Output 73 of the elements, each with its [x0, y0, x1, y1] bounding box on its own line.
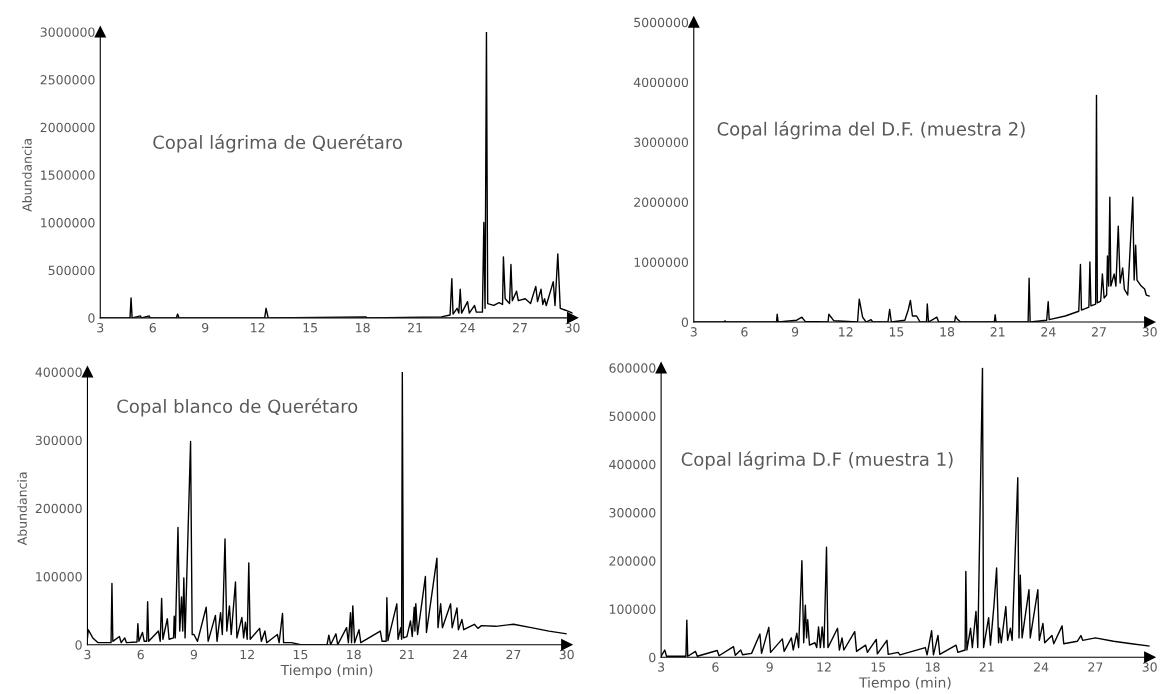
x-tick-label: 24 [453, 649, 468, 660]
y-tick-label: 0 [75, 640, 82, 650]
y-tick-label: 0 [681, 317, 689, 327]
x-tick-label: 21 [408, 322, 422, 333]
y-tick-label: 400000 [609, 459, 656, 470]
x-tick-label: 9 [766, 662, 773, 672]
y-tick-label: 200000 [35, 503, 82, 514]
x-tick-label: 3 [97, 322, 104, 333]
x-tick-label: 15 [303, 323, 318, 333]
x-tick-label: 12 [839, 327, 853, 337]
x-tick-label: 9 [791, 327, 799, 337]
y-tick-label: 1000000 [41, 218, 95, 228]
x-tick-label: 15 [293, 649, 308, 660]
y-tick-label: 300000 [609, 507, 656, 518]
y-tick-label: 1500000 [41, 170, 95, 180]
y-tick-label: 3000000 [40, 27, 95, 37]
y-axis-title: Abundancia [17, 472, 27, 546]
text: Copal lágrima de Querétaro [153, 134, 402, 153]
x-tick-label: 3 [658, 662, 665, 672]
x-tick-label: 15 [871, 662, 886, 672]
y-tick-label: 2500000 [40, 75, 95, 85]
x-tick-label: 12 [817, 662, 831, 672]
x-tick-label: 24 [460, 322, 475, 333]
x-tick-label: 30 [559, 649, 574, 660]
text: Copal lágrima D.F (muestra 1) [681, 451, 953, 470]
y-tick-label: 2000000 [40, 122, 95, 133]
y-tick-label: 500000 [609, 411, 656, 421]
x-tick-label: 12 [251, 322, 265, 333]
x-tick-label: 9 [202, 322, 209, 333]
x-tick-label: 24 [1034, 662, 1049, 672]
x-tick-label: 18 [347, 649, 361, 660]
x-tick-label: 3 [690, 327, 697, 337]
x-tick-label: 24 [1041, 327, 1056, 337]
y-tick-label: 100000 [36, 572, 82, 582]
x-tick-label: 27 [513, 322, 527, 333]
x-tick-label: 30 [1142, 327, 1157, 337]
y-tick-label: 4000000 [633, 77, 689, 88]
x-axis-title: Tiempo (min) [858, 676, 951, 691]
x-tick-label: 6 [712, 662, 719, 672]
y-tick-label: 0 [649, 652, 656, 663]
x-tick-label: 12 [240, 649, 254, 660]
x-tick-label: 27 [1091, 327, 1106, 337]
x-tick-label: 15 [889, 327, 904, 337]
y-tick-label: 400000 [35, 367, 82, 377]
x-tick-label: 18 [356, 322, 370, 333]
y-tick-label: 1000000 [634, 257, 689, 267]
y-axis-title: Abundancia [22, 139, 32, 212]
y-tick-label: 600000 [609, 363, 656, 373]
y-tick-label: 0 [88, 313, 95, 323]
y-tick-label: 300000 [35, 435, 82, 446]
y-tick-label: 100000 [609, 604, 656, 614]
x-tick-label: 30 [1142, 662, 1157, 672]
x-tick-label: 9 [190, 649, 198, 660]
x-tick-label: 21 [990, 327, 1005, 337]
y-tick-label: 200000 [609, 556, 656, 566]
y-tick-label: 5000000 [634, 17, 689, 28]
y-tick-label: 2000000 [634, 197, 689, 208]
x-tick-label: 21 [399, 649, 414, 660]
x-tick-label: 6 [137, 649, 144, 660]
x-tick-label: 6 [149, 322, 156, 333]
x-tick-label: 18 [940, 327, 955, 337]
x-tick-label: 30 [565, 322, 580, 333]
text: Copal lágrima del D.F. (muestra 2) [717, 121, 1025, 140]
x-tick-label: 27 [1088, 662, 1103, 672]
y-tick-label: 500000 [48, 265, 95, 276]
x-tick-label: 6 [741, 327, 748, 337]
x-tick-label: 3 [84, 649, 91, 660]
x-tick-label: 27 [506, 649, 521, 660]
x-tick-label: 18 [925, 662, 940, 672]
x-axis-title: Tiempo (min) [280, 664, 373, 678]
text: Copal blanco de Querétaro [117, 398, 358, 417]
y-tick-label: 3000000 [634, 137, 689, 148]
x-tick-label: 21 [979, 662, 994, 672]
